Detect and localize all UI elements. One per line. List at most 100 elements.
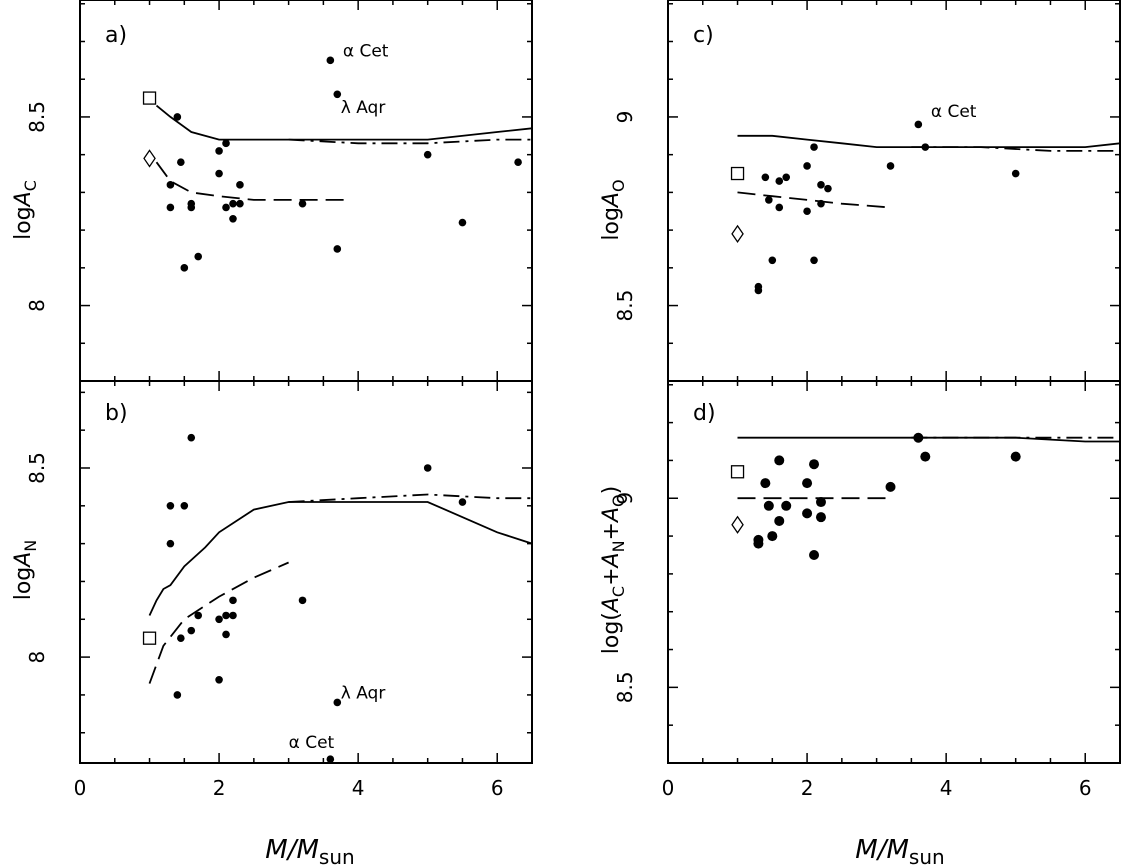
- data-point: [815, 497, 826, 508]
- data-point: [810, 143, 818, 151]
- data-point: [166, 181, 175, 189]
- model-line-dashdot: [288, 493, 532, 503]
- data-point: [763, 500, 774, 511]
- model-line-solid: [155, 104, 532, 141]
- x-axis-label-right: M/Msun: [855, 835, 944, 866]
- data-point: [1010, 451, 1021, 462]
- data-point: [423, 464, 432, 472]
- y-axis-label: logAC: [11, 180, 40, 240]
- panel-b: 0 2 4 6 8 8.5 λ Aqr α Cet b) logAN: [11, 380, 533, 800]
- data-point: [760, 478, 771, 489]
- data-point: [166, 539, 175, 548]
- data-point: [458, 218, 467, 227]
- data-point: [754, 286, 763, 295]
- data-point: [761, 173, 770, 182]
- data-point: [236, 181, 244, 189]
- data-point: [886, 162, 895, 170]
- data-point: [222, 139, 230, 148]
- data-point: [177, 158, 185, 167]
- square-marker: [730, 465, 745, 479]
- data-point: [885, 481, 896, 492]
- diamond-marker: [731, 515, 744, 534]
- data-point: [774, 515, 785, 526]
- diamond-marker: [143, 149, 156, 168]
- model-line-dashed: [155, 161, 345, 201]
- x-tick-label: 2: [213, 776, 226, 800]
- plot-area: 8.5 9 α Cet: [613, 0, 1121, 382]
- model-line-solid: [737, 134, 1120, 148]
- data-point: [229, 199, 237, 208]
- x-tick-label: 0: [74, 776, 87, 800]
- data-point: [215, 615, 223, 624]
- panel-c: 8.5 9 α Cet c) logAO: [599, 0, 1121, 382]
- data-point: [423, 150, 432, 159]
- y-tick-label: 8: [25, 299, 49, 312]
- plot-frame: [79, 0, 533, 382]
- panel-label: c): [693, 23, 714, 48]
- data-point: [824, 184, 832, 193]
- data-point: [333, 698, 342, 707]
- y-axis-label: logAN: [11, 540, 40, 601]
- data-point: [187, 626, 196, 635]
- data-point: [803, 162, 811, 170]
- data-point: [781, 500, 792, 511]
- data-point: [326, 755, 335, 764]
- data-point: [809, 459, 820, 470]
- data-point: [802, 478, 813, 489]
- data-point: [236, 199, 244, 208]
- data-point: [817, 199, 825, 208]
- data-point: [187, 203, 196, 212]
- data-point: [514, 158, 522, 167]
- data-point: [815, 512, 826, 523]
- data-point: [229, 611, 237, 620]
- data-point: [914, 120, 923, 129]
- y-axis-label: log(AC+AN+AO): [599, 486, 628, 655]
- data-point: [173, 691, 182, 699]
- data-point: [194, 252, 203, 261]
- star-annotation: α Cet: [931, 102, 977, 122]
- star-annotation: α Cet: [289, 733, 335, 753]
- x-tick-label: 6: [491, 776, 504, 800]
- y-tick-label: 8.5: [25, 452, 49, 484]
- data-point: [222, 203, 230, 212]
- y-tick-label: 8.5: [613, 290, 637, 322]
- x-tick-label: 4: [352, 776, 365, 800]
- data-point: [180, 264, 189, 272]
- data-point: [215, 675, 223, 684]
- y-axis-label: logAO: [599, 179, 628, 240]
- data-point: [913, 432, 924, 443]
- data-point: [187, 433, 196, 442]
- data-point: [753, 538, 764, 549]
- panel-label: b): [105, 401, 128, 426]
- data-point: [333, 245, 342, 253]
- y-tick-label: 9: [613, 111, 637, 124]
- data-point: [194, 611, 203, 620]
- data-point: [326, 56, 335, 65]
- data-point: [333, 90, 342, 99]
- plot-area: 0 2 4 6 8 8.5 λ Aqr α Cet: [25, 380, 533, 800]
- model-line-dashed: [737, 191, 891, 209]
- y-tick-label: 9: [613, 492, 637, 505]
- data-point: [298, 199, 307, 208]
- data-point: [920, 451, 931, 462]
- data-point: [215, 147, 223, 155]
- data-point: [803, 207, 811, 216]
- y-tick-label: 8.5: [25, 101, 49, 133]
- x-tick-label: 2: [801, 776, 814, 800]
- data-point: [1011, 169, 1020, 178]
- data-point: [802, 508, 813, 519]
- panel-a: 8 8.5 α Cet λ Aqr a) logAC: [11, 0, 533, 382]
- square-marker: [142, 631, 157, 645]
- data-point: [810, 256, 818, 265]
- x-axis-label-left: M/Msun: [265, 835, 354, 866]
- data-point: [458, 498, 467, 506]
- data-point: [775, 177, 784, 185]
- data-point: [222, 611, 230, 620]
- data-point: [809, 549, 820, 560]
- model-line-dashdot: [911, 146, 1120, 152]
- data-point: [765, 196, 773, 204]
- panel-label: a): [105, 23, 127, 48]
- data-point: [166, 203, 175, 212]
- star-annotation: λ Aqr: [341, 98, 386, 118]
